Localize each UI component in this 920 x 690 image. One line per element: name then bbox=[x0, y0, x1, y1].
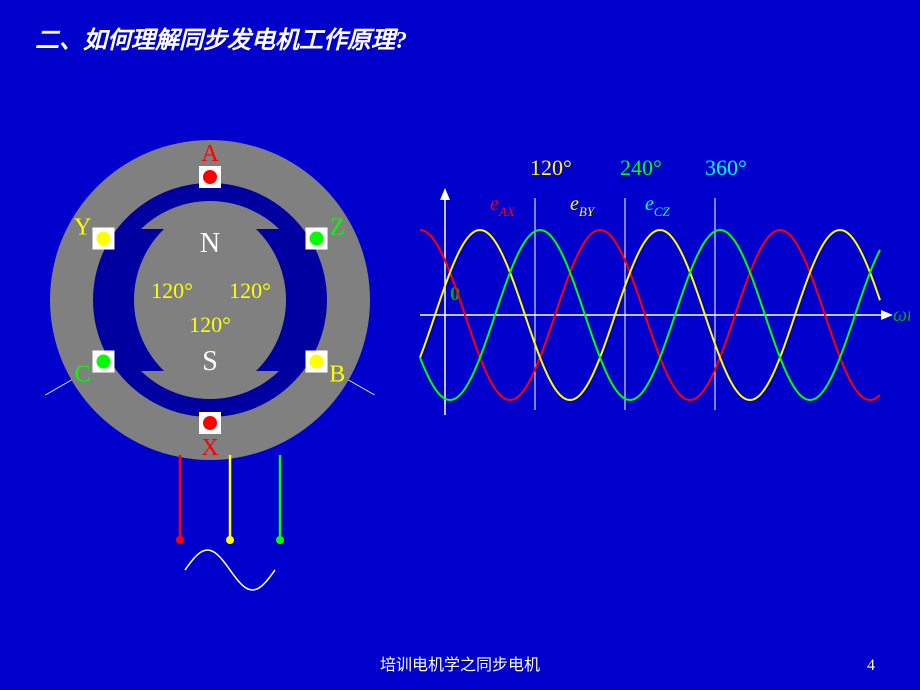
svg-text:Y: Y bbox=[74, 215, 91, 241]
footer-text: 培训电机学之同步电机 bbox=[380, 651, 540, 675]
svg-text:eAX: eAX bbox=[490, 193, 516, 219]
svg-text:240°: 240° bbox=[620, 155, 662, 180]
svg-text:C: C bbox=[75, 362, 91, 388]
motor-diagram: A B C X Y Z N S 120° 120° 120° bbox=[45, 140, 375, 640]
svg-text:eCZ: eCZ bbox=[645, 193, 671, 219]
svg-text:ωt: ωt bbox=[893, 304, 910, 326]
waveform-svg: 120°240°360°eAXeBYeCZ0ωt bbox=[415, 150, 910, 450]
svg-text:A: A bbox=[201, 141, 219, 167]
page-number: 4 bbox=[867, 657, 875, 675]
svg-text:Z: Z bbox=[330, 215, 345, 241]
svg-text:S: S bbox=[202, 346, 218, 377]
svg-text:B: B bbox=[329, 362, 345, 388]
page-title: 二、如何理解同步发电机工作原理? bbox=[35, 20, 407, 55]
svg-text:eBY: eBY bbox=[570, 193, 596, 219]
svg-text:120°: 120° bbox=[229, 278, 271, 303]
svg-text:120°: 120° bbox=[189, 312, 231, 337]
motor-svg: A B C X Y Z N S 120° 120° 120° bbox=[45, 140, 375, 640]
svg-text:N: N bbox=[200, 228, 220, 259]
waveform-diagram: 120°240°360°eAXeBYeCZ0ωt bbox=[415, 150, 910, 450]
svg-text:120°: 120° bbox=[151, 278, 193, 303]
svg-text:120°: 120° bbox=[530, 155, 572, 180]
svg-text:X: X bbox=[201, 435, 218, 461]
svg-text:360°: 360° bbox=[705, 155, 747, 180]
